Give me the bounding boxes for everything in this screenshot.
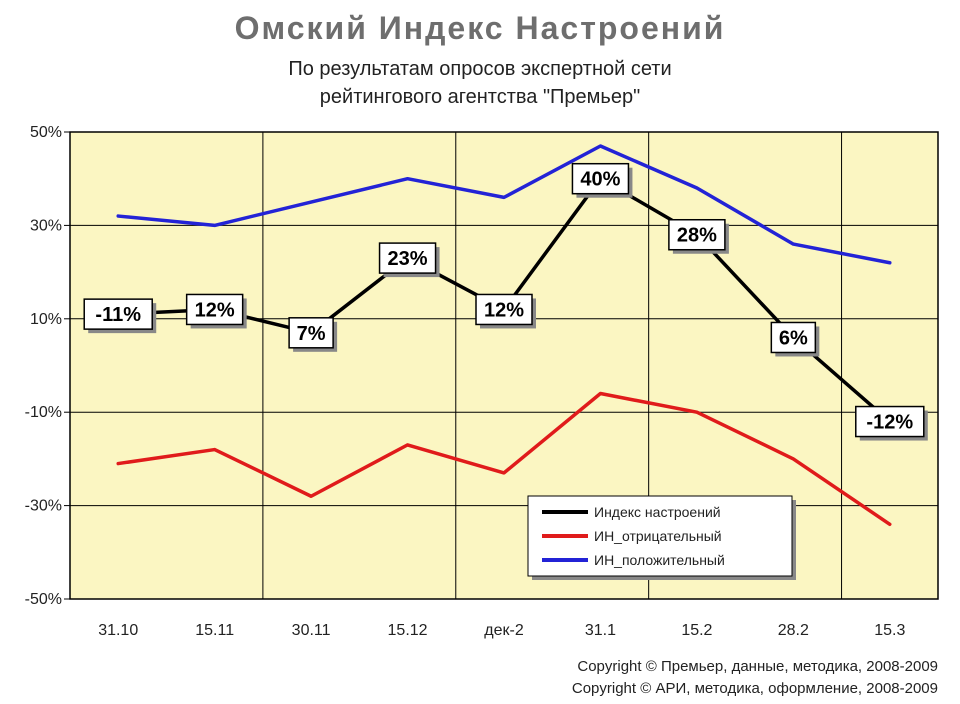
- data-label: 12%: [195, 299, 235, 321]
- data-label: -12%: [866, 412, 913, 434]
- y-tick-label: -30%: [25, 498, 62, 515]
- data-label: 23%: [388, 248, 428, 270]
- data-label: 7%: [297, 323, 326, 345]
- data-label-box: [475, 293, 533, 326]
- y-tick-label: -50%: [25, 591, 62, 608]
- data-label: 28%: [677, 225, 717, 247]
- legend-label: ИН_положительный: [594, 552, 725, 568]
- y-tick-label: 10%: [30, 311, 62, 328]
- y-tick-label: 30%: [30, 217, 62, 234]
- x-tick-label: 15.3: [874, 622, 905, 639]
- x-tick-label: дек-2: [484, 622, 524, 639]
- data-label: 40%: [580, 169, 620, 191]
- data-label-box: [288, 317, 334, 349]
- series-line: [116, 391, 892, 527]
- chart-title: Омский Индекс Настроений: [234, 10, 726, 46]
- x-tick-label: 31.10: [98, 622, 138, 639]
- legend-label: Индекс настроений: [594, 504, 721, 520]
- data-label-box: [855, 405, 925, 438]
- data-label: -11%: [95, 304, 141, 326]
- copyright-line1: Copyright © Премьер, данные, методика, 2…: [577, 658, 938, 675]
- data-label-box: [668, 218, 726, 251]
- x-tick-label: 15.12: [388, 622, 428, 639]
- x-tick-label: 30.11: [292, 622, 331, 639]
- x-tick-label: 28.2: [778, 622, 809, 639]
- x-tick-label: 31.1: [585, 622, 616, 639]
- copyright-line2: Copyright © АРИ, методика, оформление, 2…: [571, 680, 938, 697]
- y-tick-label: 50%: [30, 124, 62, 141]
- x-tick-label: 15.2: [681, 622, 712, 639]
- chart-subtitle-line1: По результатам опросов экспертной сети: [288, 58, 672, 80]
- chart-subtitle-line2: рейтингового агентства "Премьер": [319, 86, 641, 108]
- data-label: 6%: [779, 327, 808, 349]
- series-line: [116, 144, 892, 265]
- y-tick-label: -10%: [25, 404, 62, 421]
- legend-label: ИН_отрицательный: [594, 528, 722, 544]
- x-tick-label: 15.11: [195, 622, 234, 639]
- data-label-box: [83, 298, 153, 330]
- data-label-box: [185, 293, 244, 326]
- data-label-box: [571, 162, 630, 195]
- plot-background: [69, 131, 939, 600]
- data-label: 12%: [484, 299, 524, 321]
- data-label-box: [378, 242, 437, 274]
- data-label-box: [770, 321, 817, 354]
